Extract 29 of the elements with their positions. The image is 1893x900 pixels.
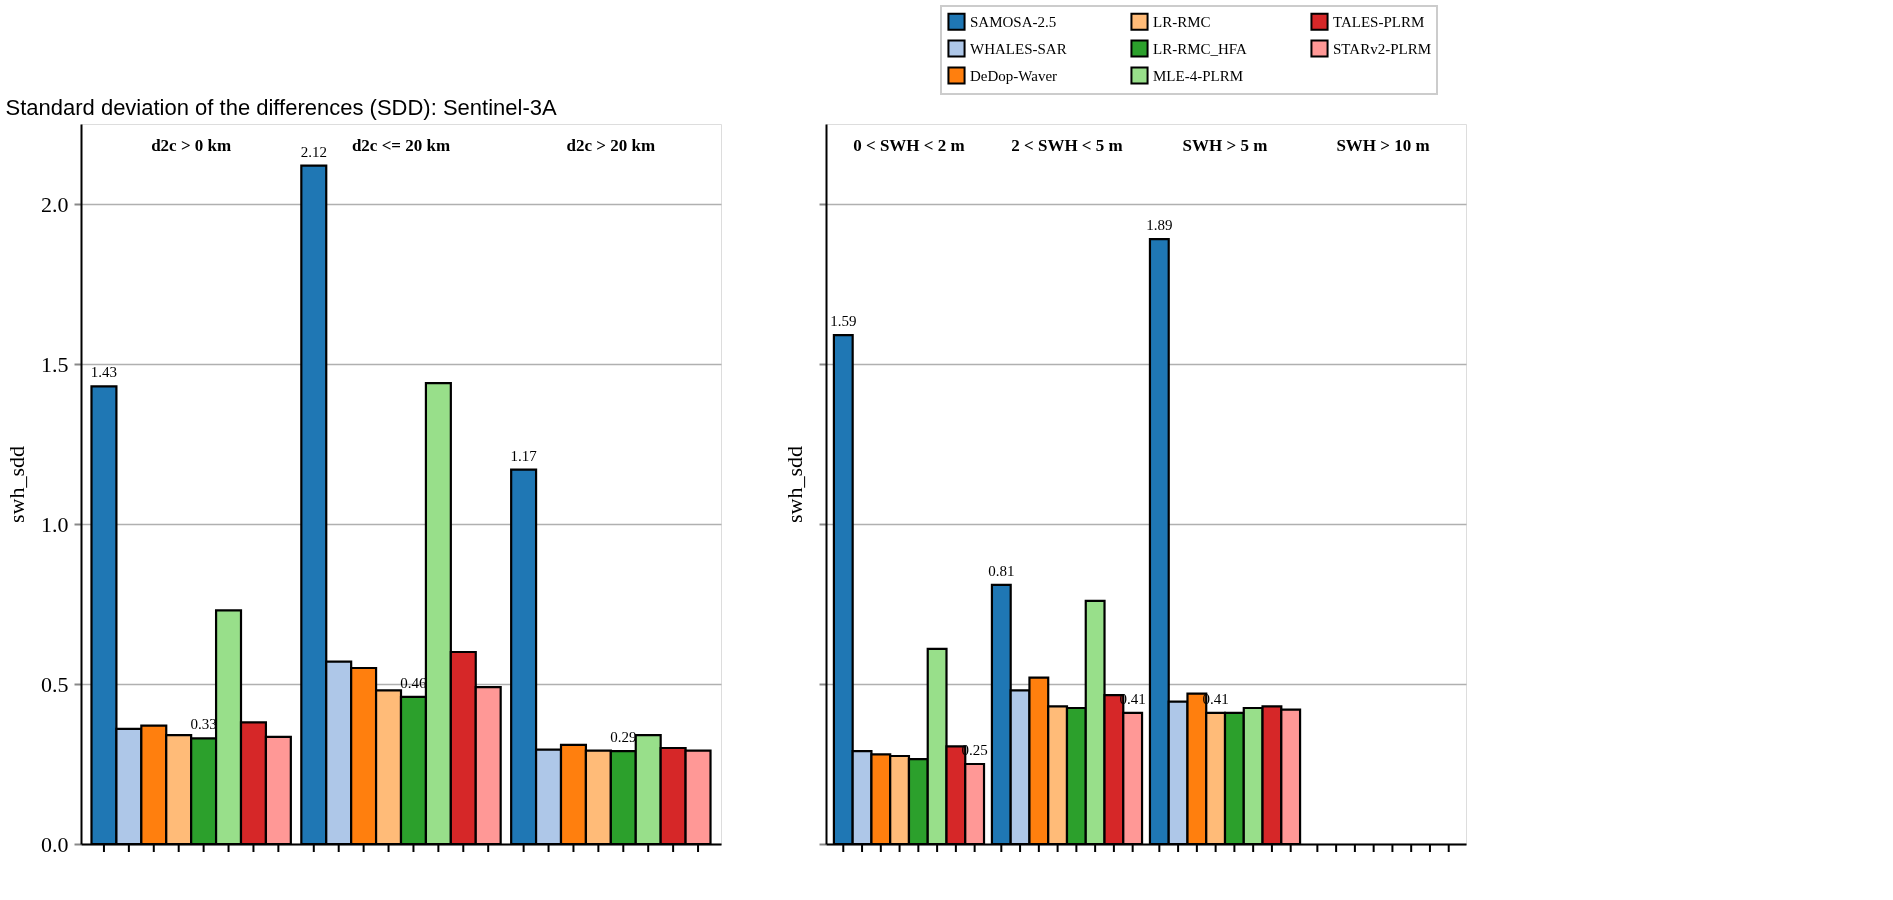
data-label: 2.12 bbox=[300, 143, 327, 160]
data-label: 1.43 bbox=[90, 364, 118, 381]
legend-label: TALES-PLRM bbox=[1333, 13, 1425, 30]
category-label: d2c > 0 km bbox=[151, 136, 232, 155]
chart-title: Standard deviation of the differences (SDD): Sentinel-3A bbox=[5, 95, 557, 120]
y-axis-title: swh_sdd bbox=[4, 445, 29, 524]
data-label: 1.89 bbox=[1146, 217, 1173, 234]
category-label: 0 < SWH < 2 m bbox=[853, 136, 965, 155]
category-label: SWH > 10 m bbox=[1336, 136, 1430, 155]
category-label: SWH > 5 m bbox=[1182, 136, 1268, 155]
y-tick-label: 0.5 bbox=[41, 671, 69, 697]
y-axis-title: swh_sdd bbox=[781, 445, 807, 524]
legend-label: DeDop-Waver bbox=[970, 67, 1058, 84]
category-label: d2c <= 20 km bbox=[351, 136, 451, 155]
y-tick-label: 2.0 bbox=[41, 191, 69, 217]
legend-label: LR-RMC_HFA bbox=[1153, 40, 1248, 57]
legend-label: WHALES-SAR bbox=[970, 40, 1067, 57]
y-tick-label: 1.5 bbox=[41, 351, 69, 377]
data-label: 1.17 bbox=[510, 447, 538, 464]
category-label: 2 < SWH < 5 m bbox=[1011, 136, 1123, 155]
y-tick-label: 1.0 bbox=[41, 511, 69, 537]
legend-label: STARv2-PLRM bbox=[1333, 40, 1431, 57]
y-tick-label: 0.0 bbox=[41, 831, 69, 857]
legend-label: MLE-4-PLRM bbox=[1153, 67, 1243, 84]
legend-label: LR-RMC bbox=[1153, 13, 1211, 30]
category-label: d2c > 20 km bbox=[566, 136, 656, 155]
data-label: 0.81 bbox=[988, 562, 1015, 579]
legend-label: SAMOSA-2.5 bbox=[970, 13, 1057, 30]
data-label: 1.59 bbox=[830, 313, 857, 330]
